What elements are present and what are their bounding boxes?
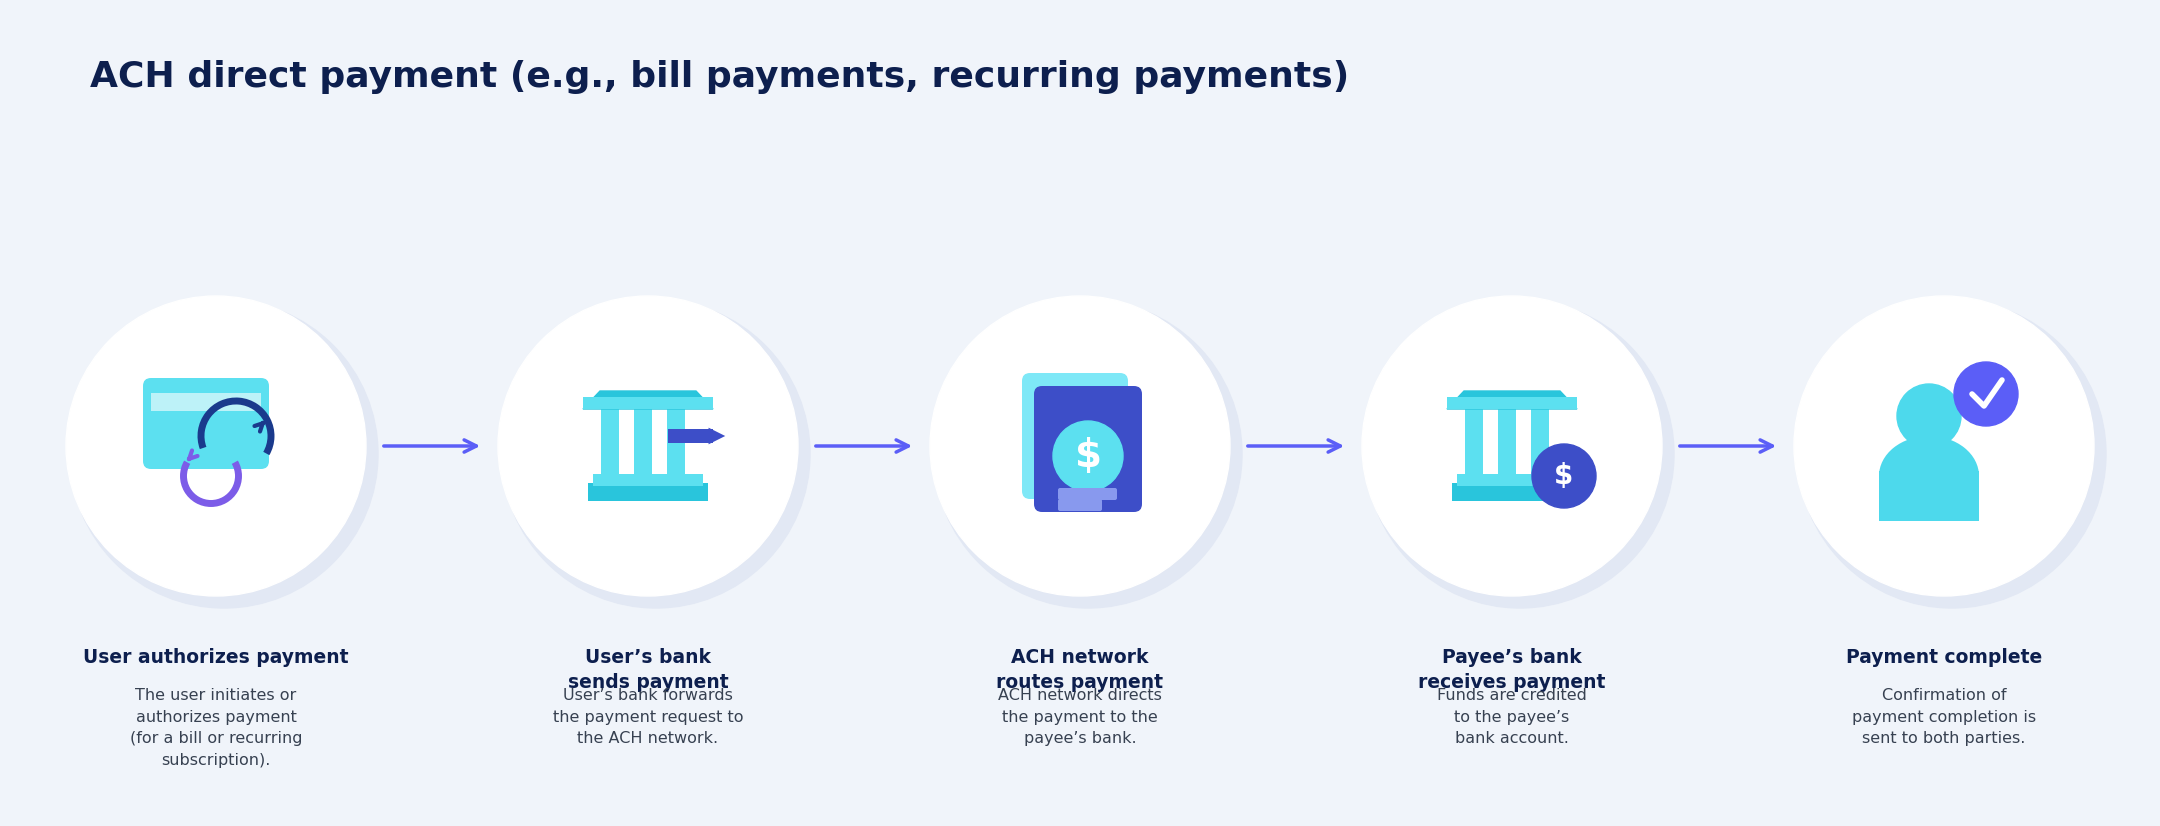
Circle shape [933,300,1242,608]
FancyBboxPatch shape [583,397,713,409]
Circle shape [499,296,797,596]
Circle shape [67,296,365,596]
Text: Funds are credited
to the payee’s
bank account.: Funds are credited to the payee’s bank a… [1436,688,1588,746]
Polygon shape [583,391,713,409]
Circle shape [1896,384,1961,448]
Text: ACH network directs
the payment to the
payee’s bank.: ACH network directs the payment to the p… [998,688,1162,746]
Circle shape [931,296,1229,596]
Circle shape [69,300,378,608]
FancyBboxPatch shape [1464,409,1484,474]
FancyBboxPatch shape [1531,409,1549,474]
FancyBboxPatch shape [1035,386,1143,512]
FancyBboxPatch shape [667,409,685,474]
Text: Payment complete: Payment complete [1847,648,2041,667]
FancyBboxPatch shape [588,483,708,501]
FancyBboxPatch shape [143,378,270,469]
FancyBboxPatch shape [1022,373,1128,499]
Circle shape [1363,296,1661,596]
Text: $: $ [1555,462,1575,490]
Text: User authorizes payment: User authorizes payment [84,648,348,667]
FancyBboxPatch shape [594,474,702,486]
FancyBboxPatch shape [1458,474,1566,486]
Text: User’s bank
sends payment: User’s bank sends payment [568,648,728,692]
FancyBboxPatch shape [1499,409,1516,474]
Ellipse shape [1879,436,1979,516]
Text: ACH network
routes payment: ACH network routes payment [996,648,1164,692]
FancyBboxPatch shape [1447,397,1577,409]
FancyBboxPatch shape [1879,471,1979,521]
Text: The user initiates or
authorizes payment
(for a bill or recurring
subscription).: The user initiates or authorizes payment… [130,688,302,768]
Text: ACH direct payment (e.g., bill payments, recurring payments): ACH direct payment (e.g., bill payments,… [91,60,1350,94]
Text: Confirmation of
payment completion is
sent to both parties.: Confirmation of payment completion is se… [1851,688,2037,746]
FancyBboxPatch shape [667,429,713,443]
Text: Payee’s bank
receives payment: Payee’s bank receives payment [1419,648,1605,692]
Text: $: $ [1074,437,1102,475]
Circle shape [501,300,810,608]
Text: User’s bank forwards
the payment request to
the ACH network.: User’s bank forwards the payment request… [553,688,743,746]
Circle shape [1531,444,1596,508]
FancyBboxPatch shape [1452,483,1572,501]
FancyBboxPatch shape [600,409,620,474]
Polygon shape [1447,391,1577,409]
FancyBboxPatch shape [1058,499,1102,511]
Circle shape [1365,300,1674,608]
FancyBboxPatch shape [1058,488,1117,500]
Circle shape [1955,362,2017,426]
FancyBboxPatch shape [635,409,652,474]
FancyBboxPatch shape [151,393,261,411]
Circle shape [1797,300,2106,608]
Circle shape [1054,421,1123,491]
Circle shape [1795,296,2093,596]
